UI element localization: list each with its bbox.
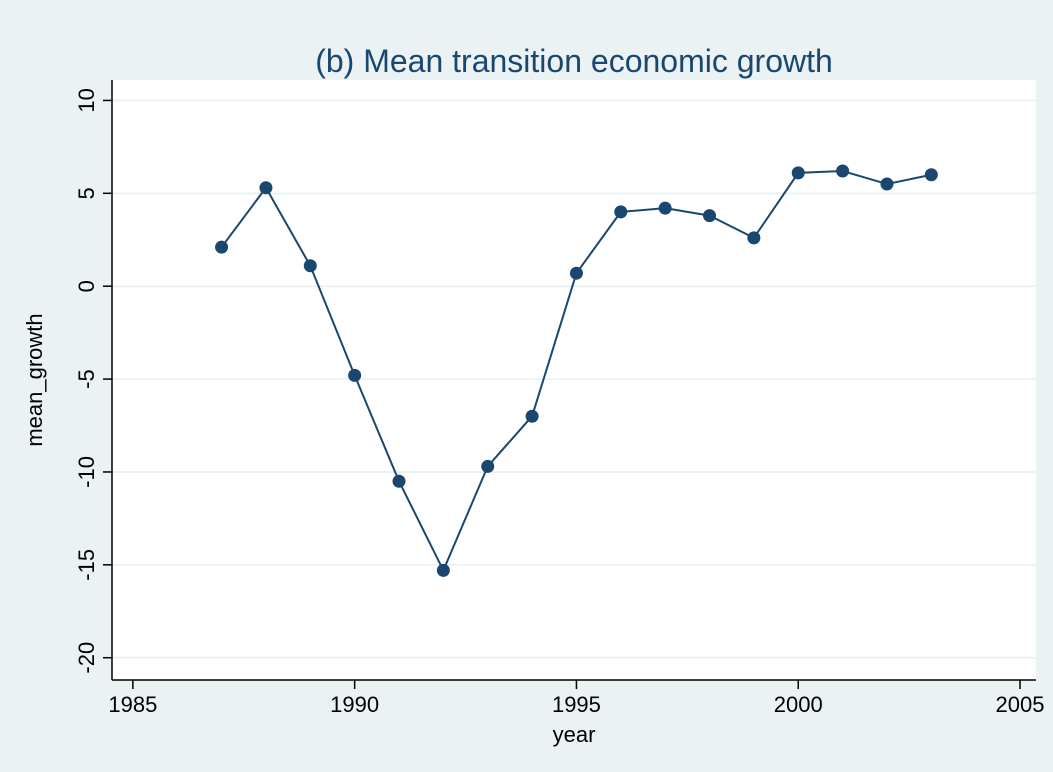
- x-tick-label: 2005: [996, 692, 1045, 717]
- point: [658, 201, 672, 215]
- y-tick-label: -5: [74, 369, 99, 389]
- x-axis-label: year: [553, 722, 596, 747]
- y-axis-label: mean_growth: [22, 313, 47, 446]
- point: [303, 259, 317, 273]
- point: [392, 474, 406, 488]
- point: [259, 181, 273, 195]
- x-tick-label: 1985: [108, 692, 157, 717]
- y-tick-label: -10: [74, 456, 99, 488]
- y-tick-label: 10: [74, 88, 99, 112]
- point: [880, 177, 894, 191]
- y-tick-label: -15: [74, 549, 99, 581]
- point: [348, 368, 362, 382]
- chart-title: (b) Mean transition economic growth: [315, 43, 833, 79]
- point: [215, 240, 229, 254]
- y-tick-label: 0: [74, 280, 99, 292]
- point: [791, 166, 805, 180]
- point: [703, 209, 717, 223]
- y-tick-label: -20: [74, 642, 99, 674]
- point: [836, 164, 850, 178]
- point: [569, 266, 583, 280]
- point: [525, 409, 539, 423]
- y-tick-label: 5: [74, 187, 99, 199]
- x-tick-label: 2000: [774, 692, 823, 717]
- point: [436, 563, 450, 577]
- point: [481, 459, 495, 473]
- x-tick-label: 1995: [552, 692, 601, 717]
- point: [924, 168, 938, 182]
- x-tick-label: 1990: [330, 692, 379, 717]
- point: [747, 231, 761, 245]
- point: [614, 205, 628, 219]
